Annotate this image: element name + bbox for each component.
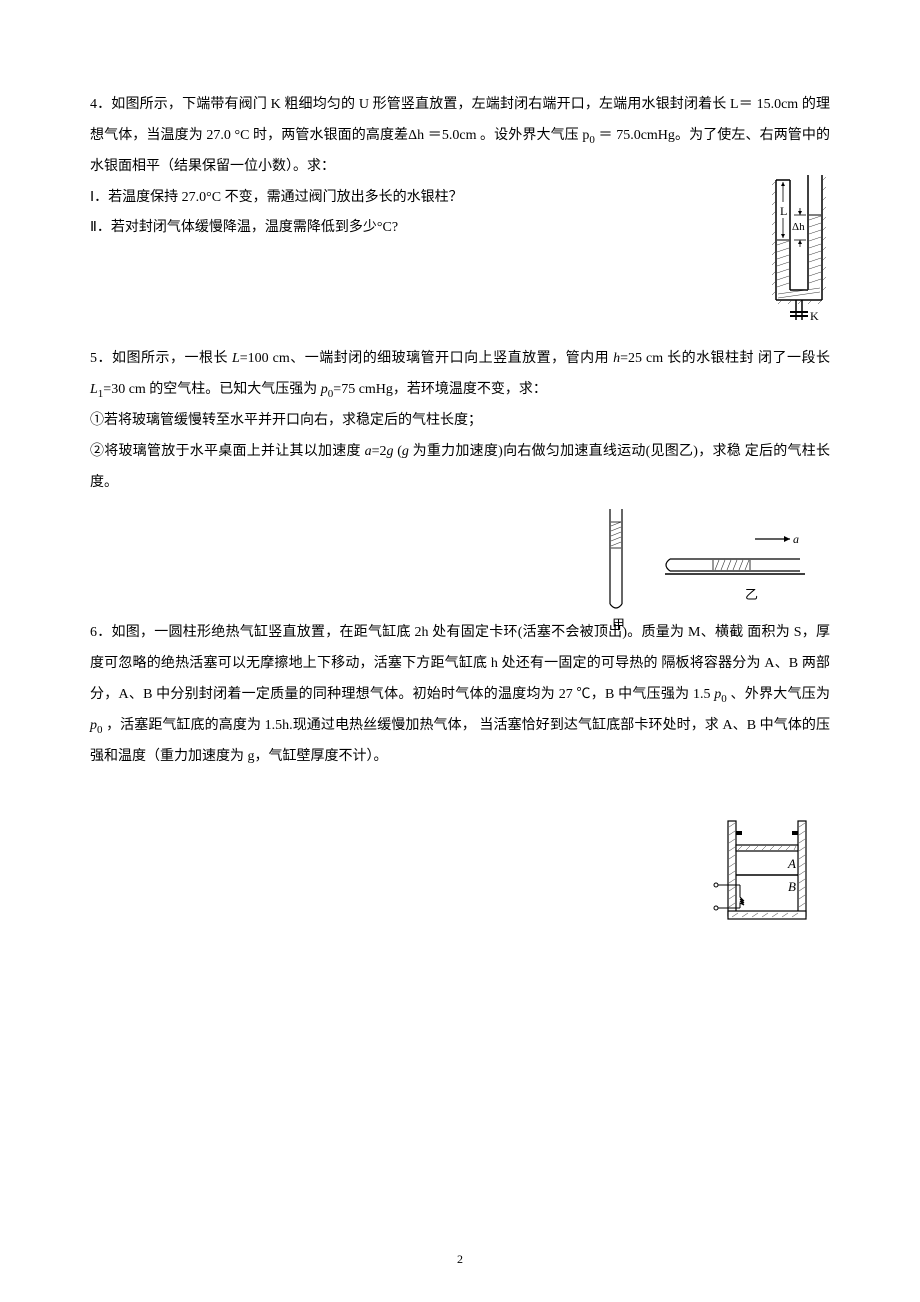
p4-line1: 4．如图所示，下端带有阀门 K 粗细均匀的 U 形管竖直放置，左端封闭右端开口，… — [90, 97, 753, 112]
p6-line4c: ，活塞距气缸底的高度为 1.5h.现通过电热丝缓慢加热气体， — [103, 718, 476, 733]
p6-p0b: p — [90, 718, 97, 733]
p4-line4: Ⅰ．若温度保持 27.0°C 不变，需通过阀门放出多长的水银柱？ — [90, 190, 463, 205]
p5-line1b: =100 cm、一端封闭的细玻璃管开口向上竖直放置，管内用 — [240, 351, 613, 366]
fig5-label-a: a — [793, 532, 799, 546]
p5-a: a — [365, 444, 372, 459]
figure-5: 甲 a 乙 — [590, 504, 810, 624]
p5-line2b: =30 cm 的空气柱。已知大气压强为 — [103, 382, 321, 397]
fig4-label-L: L — [780, 204, 787, 218]
p6-line1: 6．如图，一圆柱形绝热气缸竖直放置，在距气缸底 2h 处有固定卡环(活塞不会被顶… — [90, 625, 743, 640]
problem-6: 6．如图，一圆柱形绝热气缸竖直放置，在距气缸底 2h 处有固定卡环(活塞不会被顶… — [90, 618, 830, 772]
p4-line2b: ＝ — [595, 128, 613, 143]
p5-line4d: 为重力加速度)向右做匀加速直线运动(见图乙)，求稳 — [409, 444, 741, 459]
p5-line1a: 5．如图所示，一根长 — [90, 351, 232, 366]
problem-5-text: 5．如图所示，一根长 L=100 cm、一端封闭的细玻璃管开口向上竖直放置，管内… — [90, 344, 830, 498]
p5-line4a: ②将玻璃管放于水平桌面上并让其以加速度 — [90, 444, 365, 459]
fig6-label-B: B — [788, 879, 796, 894]
fig4-label-K: K — [810, 309, 819, 323]
p5-line4c: ( — [393, 444, 401, 459]
problem-5: 5．如图所示，一根长 L=100 cm、一端封闭的细玻璃管开口向上竖直放置，管内… — [90, 344, 830, 498]
p4-line5: Ⅱ．若对封闭气体缓慢降温，温度需降低到多少°C? — [90, 220, 398, 235]
p5-line1c: =25 cm 长的水银柱封 — [620, 351, 754, 366]
page-number: 2 — [457, 1246, 463, 1272]
p5-line4b: =2 — [372, 444, 387, 459]
p5-line3: ①若将玻璃管缓慢转至水平并开口向右，求稳定后的气柱长度； — [90, 413, 482, 428]
p5-L1: L — [90, 382, 98, 397]
p5-line2c: =75 cmHg，若环境温度不变，求： — [333, 382, 547, 397]
problem-4: 4．如图所示，下端带有阀门 K 粗细均匀的 U 形管竖直放置，左端封闭右端开口，… — [90, 90, 830, 244]
p5-p0: p — [321, 382, 328, 397]
problem-4-text: 4．如图所示，下端带有阀门 K 粗细均匀的 U 形管竖直放置，左端封闭右端开口，… — [90, 90, 830, 244]
p5-line2a: 闭了一段长 — [758, 351, 830, 366]
figure-6: A B — [710, 813, 820, 923]
fig5-label-yi: 乙 — [745, 587, 758, 602]
problem-6-text: 6．如图，一圆柱形绝热气缸竖直放置，在距气缸底 2h 处有固定卡环(活塞不会被顶… — [90, 618, 830, 772]
figure-4: L Δh K — [770, 170, 830, 340]
fig6-label-A: A — [787, 856, 796, 871]
fig4-label-dh: Δh — [792, 221, 805, 233]
p6-line4a: ℃，B 中气压强为 1.5 — [577, 687, 715, 702]
p5-L: L — [232, 351, 240, 366]
p6-line4b: 、外界大气压为 — [727, 687, 830, 702]
p5-g2: g — [402, 444, 409, 459]
